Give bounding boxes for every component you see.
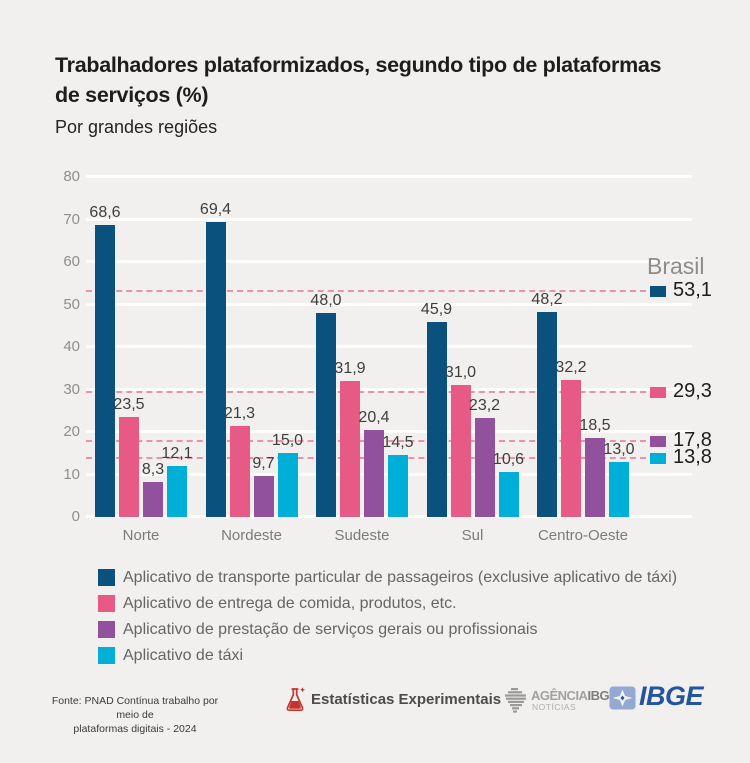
agencia-ibge-wordmark: AGÊNCIAIBGE	[531, 688, 618, 703]
bar	[229, 426, 250, 517]
bar	[95, 225, 115, 517]
y-axis-tick-label: 20	[63, 423, 80, 440]
source-note-line2: plataformas digitais - 2024	[73, 723, 197, 735]
bar	[561, 380, 581, 517]
y-axis-tick-label: 40	[63, 338, 80, 355]
gridline	[86, 302, 692, 306]
bar	[364, 430, 384, 517]
legend-label: Aplicativo de entrega de comida, produto…	[123, 595, 457, 612]
y-axis-tick-label: 70	[63, 210, 80, 228]
gridline	[86, 430, 692, 433]
gridline	[86, 217, 692, 221]
brasil-reference-value: 29,3	[673, 380, 712, 403]
x-axis-category-label: Norte	[122, 527, 160, 544]
ibge-emblem-icon	[609, 686, 636, 715]
bar-value-label: 10,6	[492, 450, 525, 468]
legend-label: Aplicativo de transporte particular de p…	[123, 569, 678, 586]
bar-value-label: 68,6	[89, 204, 121, 222]
bar-value-label: 15,0	[271, 432, 304, 450]
gridline	[86, 260, 692, 263]
bar	[253, 475, 274, 517]
legend-label: Aplicativo de prestação de serviços gera…	[123, 621, 538, 638]
bar	[474, 418, 495, 517]
brasil-reference-value: 13,8	[673, 446, 712, 469]
y-axis-tick-label: 50	[63, 295, 80, 313]
y-axis-tick-label: 30	[63, 380, 80, 398]
bar	[143, 481, 163, 517]
bar	[277, 453, 298, 517]
legend-label: Aplicativo de táxi	[123, 647, 244, 664]
y-axis-tick-label: 60	[63, 253, 80, 270]
chart-title-line2: de serviços (%)	[55, 83, 209, 107]
gridline	[86, 345, 692, 348]
bar-value-label: 31,9	[334, 360, 366, 378]
bar-value-label: 45,9	[420, 300, 453, 318]
brasil-reference-swatch	[650, 453, 666, 465]
bar-value-label: 23,5	[113, 396, 145, 414]
bar	[205, 222, 226, 517]
x-axis-category-label: Sudeste	[334, 527, 390, 544]
brasil-reference-value: 53,1	[673, 279, 712, 302]
bar	[585, 438, 605, 517]
y-axis-tick-label: 80	[63, 168, 80, 185]
bar-value-label: 8,3	[141, 460, 165, 478]
bar	[167, 465, 187, 517]
bar	[450, 385, 471, 517]
chart-title-line1: Trabalhadores plataformizados, segundo t…	[55, 53, 662, 77]
bar-value-label: 48,2	[531, 291, 563, 309]
x-axis-category-label: Sul	[461, 527, 484, 544]
bar	[388, 455, 408, 517]
bar-value-label: 12,1	[161, 444, 193, 462]
bar	[340, 381, 360, 517]
ibge-wordmark: IBGE	[639, 681, 704, 711]
brasil-reference-dashed-line	[86, 290, 646, 293]
legend-swatch	[98, 569, 115, 586]
experimental-statistics-flask-icon	[284, 687, 306, 718]
bar	[498, 471, 519, 517]
bar-value-label: 18,5	[579, 417, 611, 435]
legend-swatch	[98, 621, 115, 638]
bar-value-label: 21,3	[223, 405, 256, 423]
source-note-line1: Fonte: PNAD Contínua trabalho por meio d…	[51, 695, 219, 721]
noticias-word: NOTÍCIAS	[532, 702, 577, 712]
chart-title: Trabalhadores plataformizados, segundo t…	[55, 50, 662, 110]
gridline	[86, 175, 692, 178]
bar-chart-plot-area: 0 10 20 30 40 50 60 70 80 Brasil 53,1 29,3 17,8 13,8 6…	[63, 168, 712, 544]
bar-value-label: 14,5	[382, 434, 414, 452]
brasil-reference-value: 17,8	[673, 429, 712, 452]
bar	[609, 461, 629, 517]
bar	[316, 313, 336, 517]
x-axis-category-label: Centro-Oeste	[537, 527, 629, 544]
bar-value-label: 9,7	[252, 454, 275, 472]
y-axis-tick-label: 0	[71, 508, 80, 525]
brasil-reference-dashed-line	[86, 391, 646, 394]
bar-value-label: 23,2	[468, 397, 501, 415]
gridline	[86, 387, 692, 391]
brasil-reference-swatch	[650, 286, 666, 298]
bar-value-label: 32,2	[555, 359, 587, 377]
y-axis-tick-label: 10	[63, 465, 80, 483]
bar-value-label: 69,4	[199, 201, 232, 219]
bar-value-label: 48,0	[310, 292, 342, 309]
brasil-reference-swatch	[650, 436, 666, 448]
source-note: Fonte: PNAD Contínua trabalho por meio d…	[40, 694, 230, 736]
brasil-reference-swatch	[650, 387, 666, 399]
bar-value-label: 20,4	[358, 409, 390, 427]
bar-value-label: 13,0	[603, 440, 635, 458]
bar	[426, 321, 447, 517]
agencia-word: AGÊNCIA	[531, 688, 588, 703]
bar	[537, 312, 557, 517]
bar-value-label: 31,0	[444, 364, 477, 382]
chart-subtitle: Por grandes regiões	[55, 117, 218, 137]
agencia-ibge-noticias-logo: AGÊNCIAIBGE NOTÍCIAS	[504, 686, 618, 718]
experimental-statistics-label: Estatísticas Experimentais	[311, 691, 502, 708]
legend-swatch	[98, 647, 115, 664]
x-axis-category-label: Nordeste	[221, 527, 282, 544]
brasil-reference-title: Brasil	[647, 253, 705, 279]
bar	[119, 417, 139, 517]
legend-swatch	[98, 595, 115, 612]
brazil-map-stripes-icon	[504, 687, 528, 718]
